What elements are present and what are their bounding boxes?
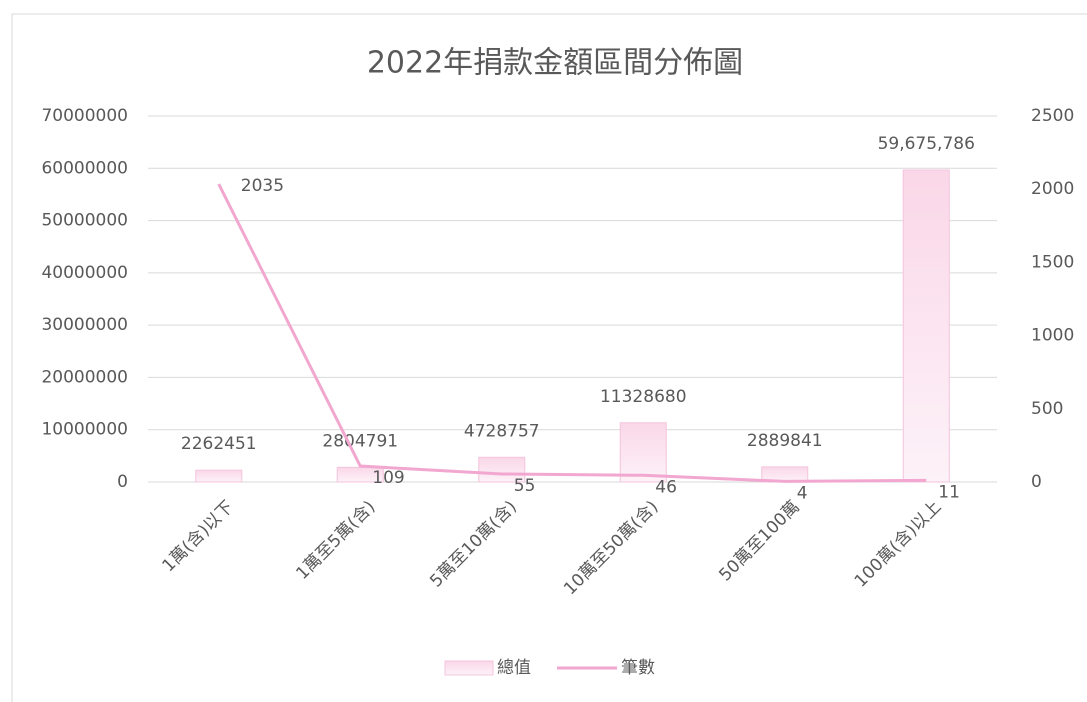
data-label: 4728757 xyxy=(464,421,540,441)
y2-tick-label: 500 xyxy=(1031,399,1063,419)
data-label: 2889841 xyxy=(747,431,823,451)
y-tick-label: 20000000 xyxy=(41,367,128,387)
bar xyxy=(619,422,667,483)
data-label: 11 xyxy=(938,482,960,502)
y-tick-label: 0 xyxy=(117,472,128,492)
bar xyxy=(902,169,950,483)
data-label: 2804791 xyxy=(322,431,398,451)
bar xyxy=(195,469,243,483)
y2-tick-label: 1500 xyxy=(1031,252,1074,272)
y2-tick-label: 1000 xyxy=(1031,326,1074,346)
y-tick-label: 70000000 xyxy=(41,106,128,126)
legend-label: 總值 xyxy=(497,658,531,678)
data-label: 109 xyxy=(372,468,404,488)
chart-title: 2022年捐款金額區間分佈圖 xyxy=(367,46,743,81)
data-label: 2262451 xyxy=(181,434,257,454)
y2-tick-label: 0 xyxy=(1031,472,1042,492)
data-label: 2035 xyxy=(241,176,284,196)
data-label: 59,675,786 xyxy=(878,134,975,154)
y2-tick-label: 2000 xyxy=(1031,179,1074,199)
data-label: 46 xyxy=(655,477,677,497)
line xyxy=(217,183,927,483)
y-tick-label: 10000000 xyxy=(41,420,128,440)
y-tick-label: 50000000 xyxy=(41,211,128,231)
data-label: 55 xyxy=(514,476,536,496)
data-label: 4 xyxy=(797,483,808,503)
legend-swatch xyxy=(444,660,494,676)
legend-label: 筆數 xyxy=(621,658,655,678)
y-tick-label: 30000000 xyxy=(41,315,128,335)
bar xyxy=(478,456,526,483)
y-tick-label: 40000000 xyxy=(41,263,128,283)
y-tick-label: 60000000 xyxy=(41,158,128,178)
data-label: 11328680 xyxy=(600,387,687,407)
y2-tick-label: 2500 xyxy=(1031,106,1074,126)
